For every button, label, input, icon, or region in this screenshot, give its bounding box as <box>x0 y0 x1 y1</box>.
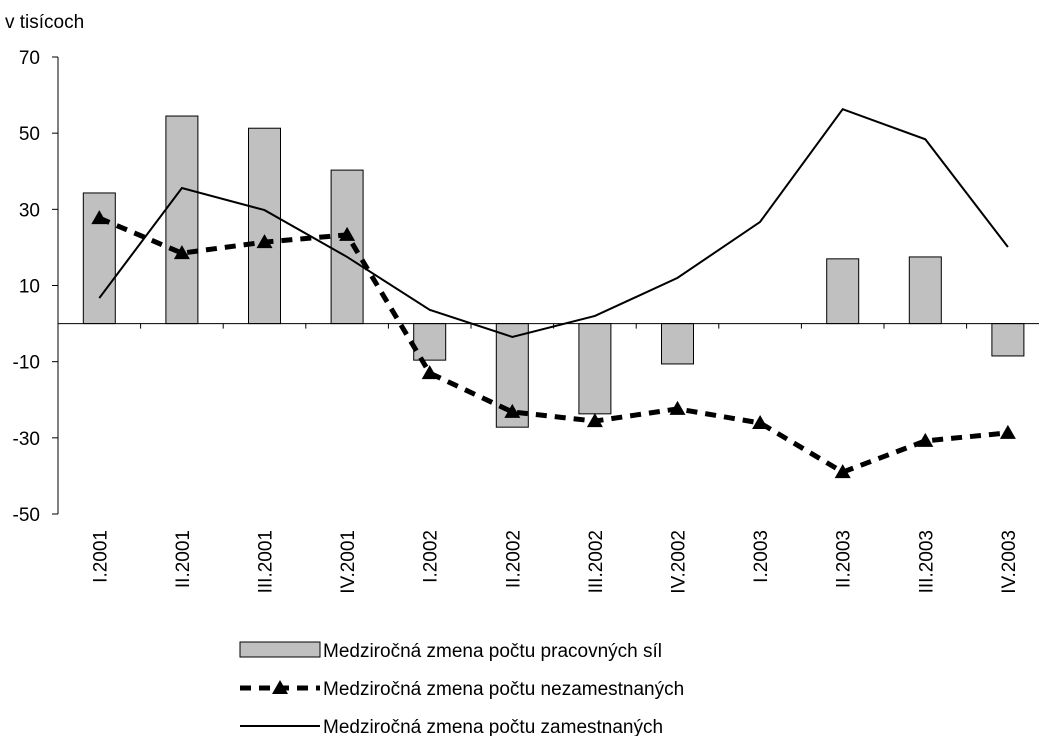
y-tick-label: -50 <box>13 505 40 526</box>
marker <box>421 365 438 380</box>
marker <box>504 403 521 418</box>
legend-label: Medziročná zmena počtu nezamestnaných <box>323 679 684 700</box>
y-tick-label: -10 <box>13 353 40 374</box>
marker <box>999 424 1016 439</box>
marker <box>91 210 108 225</box>
x-tick-label: I.2002 <box>421 530 442 583</box>
bar <box>165 115 199 325</box>
x-tick-label: III.2003 <box>916 530 937 593</box>
x-tick-label: II.2002 <box>503 530 524 588</box>
marker <box>586 413 603 428</box>
bar <box>826 258 860 325</box>
y-tick-label: -30 <box>13 429 40 450</box>
line <box>98 107 1009 338</box>
bar <box>413 323 447 361</box>
x-tick-label: I.2003 <box>751 530 772 583</box>
marker <box>752 414 769 429</box>
marker <box>173 245 190 260</box>
marker <box>669 400 686 415</box>
y-tick-label: 30 <box>19 200 40 221</box>
y-axis-label: v tisícoch <box>5 12 84 33</box>
bar <box>495 323 529 428</box>
legend-label: Medziročná zmena počtu pracovných síl <box>323 641 662 662</box>
x-tick-label: IV.2002 <box>669 530 690 594</box>
y-tick-label: 10 <box>19 277 40 298</box>
x-tick-label: IV.2003 <box>999 530 1020 594</box>
bar <box>578 323 612 415</box>
bar <box>248 127 281 325</box>
x-tick-label: II.2003 <box>834 530 855 588</box>
legend-marker <box>272 680 288 694</box>
y-tick-label: 70 <box>19 48 40 69</box>
x-tick-label: III.2002 <box>586 530 607 593</box>
bar <box>991 323 1025 357</box>
x-tick-label: II.2001 <box>173 530 194 588</box>
bar <box>330 169 364 325</box>
bar <box>908 256 942 325</box>
marker <box>917 432 934 447</box>
marker <box>834 464 851 479</box>
legend-label: Medziročná zmena počtu zamestnaných <box>323 717 663 736</box>
legend-swatch <box>239 641 321 658</box>
marker <box>339 226 356 241</box>
bar <box>661 323 694 365</box>
y-tick-label: 50 <box>19 124 40 145</box>
x-tick-label: IV.2001 <box>338 530 359 594</box>
dashed-line <box>98 215 1009 475</box>
x-tick-label: III.2001 <box>256 530 277 593</box>
marker <box>256 234 273 249</box>
x-tick-label: I.2001 <box>90 530 111 583</box>
